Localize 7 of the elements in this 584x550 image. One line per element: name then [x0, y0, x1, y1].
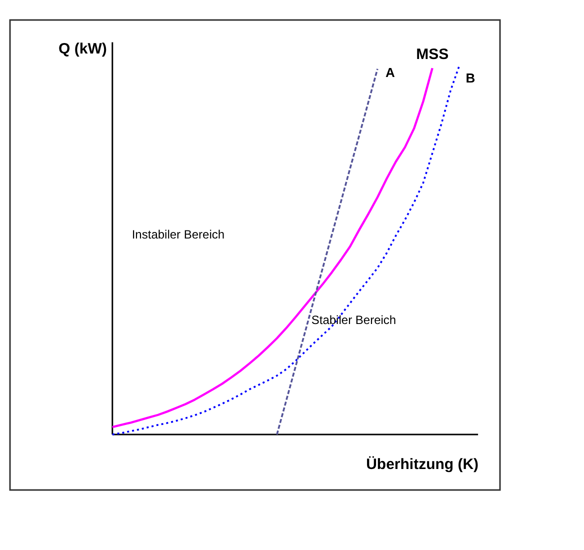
- annotation: Stabiler Bereich: [311, 312, 396, 327]
- series-label: B: [466, 70, 476, 86]
- x-axis-title: Überhitzung (K): [366, 456, 479, 473]
- series-label: A: [386, 64, 396, 80]
- series-label: MSS: [416, 46, 449, 64]
- y-axis-title: Q (kW): [58, 40, 107, 58]
- annotation: Instabiler Bereich: [132, 228, 225, 242]
